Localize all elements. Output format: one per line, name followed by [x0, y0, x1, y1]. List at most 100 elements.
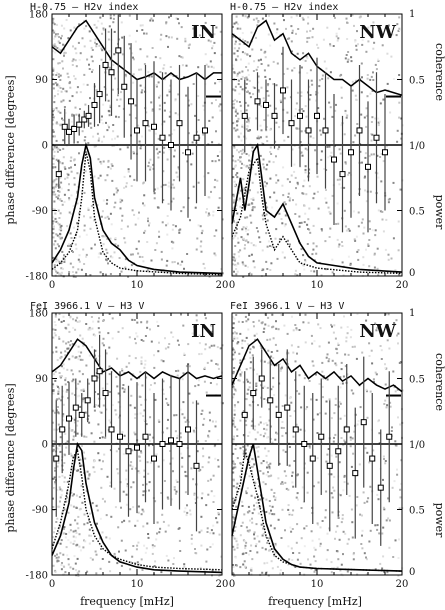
x-tick-label: 20: [216, 579, 229, 590]
speckle: [239, 160, 242, 163]
speckle: [232, 64, 235, 67]
speckle: [291, 31, 294, 34]
speckle: [123, 434, 126, 437]
speckle: [369, 92, 372, 95]
speckle: [57, 447, 60, 450]
speckle: [331, 258, 334, 261]
speckle: [116, 357, 119, 360]
speckle: [53, 321, 56, 324]
speckle: [342, 375, 345, 378]
speckle: [288, 446, 291, 448]
speckle: [62, 67, 64, 70]
speckle: [376, 154, 379, 157]
speckle: [173, 155, 176, 158]
speckle: [282, 427, 285, 429]
phase-point: [369, 455, 376, 462]
y-tick-label: 0: [42, 141, 48, 152]
speckle: [291, 315, 293, 318]
speckle: [218, 533, 221, 536]
speckle: [251, 420, 254, 423]
speckle: [242, 226, 245, 229]
speckle: [198, 379, 200, 382]
speckle: [107, 217, 110, 220]
speckle: [396, 129, 399, 132]
speckle: [266, 436, 269, 439]
speckle: [382, 526, 385, 529]
speckle: [59, 436, 62, 439]
speckle: [110, 163, 113, 166]
speckle: [305, 115, 308, 118]
speckle: [301, 108, 304, 111]
speckle: [246, 392, 249, 395]
speckle: [194, 548, 196, 550]
speckle: [183, 267, 185, 270]
speckle: [370, 75, 373, 78]
speckle: [77, 515, 80, 518]
speckle: [232, 499, 235, 502]
speckle: [72, 58, 75, 61]
speckle: [62, 119, 65, 122]
speckle: [78, 370, 81, 373]
speckle: [137, 124, 140, 127]
speckle: [165, 224, 168, 227]
speckle: [109, 273, 112, 275]
speckle: [268, 14, 270, 17]
speckle: [52, 227, 55, 230]
speckle: [349, 262, 352, 265]
speckle: [92, 320, 95, 323]
speckle: [57, 390, 60, 393]
speckle: [94, 243, 96, 246]
speckle: [84, 411, 87, 414]
speckle: [54, 379, 57, 382]
speckle: [79, 358, 82, 361]
speckle: [57, 194, 60, 197]
speckle: [342, 553, 344, 556]
speckle: [88, 326, 91, 329]
speckle: [166, 158, 169, 161]
speckle: [267, 83, 270, 86]
speckle: [144, 551, 147, 554]
speckle: [378, 532, 381, 535]
speckle: [372, 79, 375, 81]
speckle: [373, 153, 375, 156]
speckle: [331, 496, 334, 499]
speckle: [274, 496, 277, 499]
speckle: [65, 533, 68, 535]
speckle: [292, 199, 294, 202]
speckle: [174, 225, 177, 228]
speckle: [265, 260, 268, 263]
speckle: [237, 237, 239, 240]
speckle: [54, 370, 57, 373]
speckle: [145, 111, 148, 114]
x-tick-label: 0: [49, 579, 55, 590]
speckle: [341, 245, 344, 247]
speckle: [257, 81, 260, 84]
speckle: [179, 550, 182, 552]
speckle: [254, 244, 257, 247]
speckle: [213, 41, 216, 44]
speckle: [236, 55, 239, 58]
speckle: [362, 232, 365, 235]
speckle: [335, 347, 338, 350]
speckle: [232, 572, 235, 575]
speckle: [349, 439, 352, 441]
speckle: [118, 447, 120, 450]
phase-point: [61, 123, 68, 130]
speckle: [54, 51, 57, 54]
speckle: [112, 130, 115, 133]
speckle: [70, 194, 73, 197]
speckle: [339, 376, 342, 379]
speckle: [288, 512, 291, 514]
speckle: [149, 433, 151, 436]
speckle: [133, 431, 136, 434]
speckle: [258, 236, 261, 239]
speckle: [212, 501, 215, 503]
phase-point: [78, 411, 85, 418]
speckle: [131, 52, 134, 55]
speckle: [346, 38, 349, 40]
speckle: [57, 40, 60, 43]
speckle: [61, 60, 64, 63]
speckle: [60, 511, 63, 514]
speckle: [293, 170, 296, 173]
speckle: [382, 478, 384, 481]
